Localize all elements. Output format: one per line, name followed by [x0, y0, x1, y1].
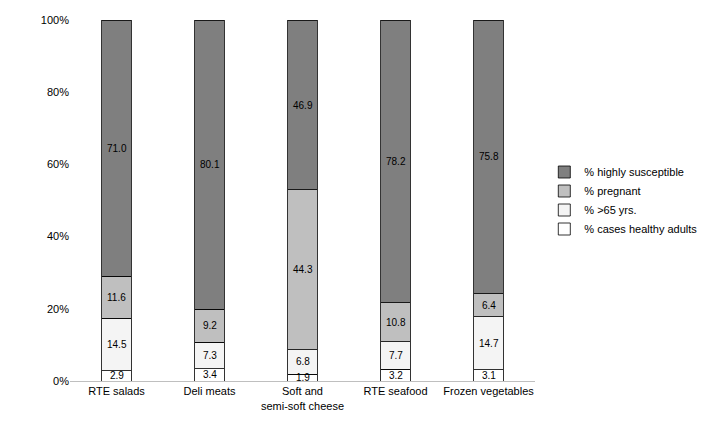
svg-text:80.1: 80.1: [200, 159, 220, 170]
svg-text:7.3: 7.3: [203, 350, 217, 361]
svg-text:3.2: 3.2: [389, 370, 403, 381]
svg-text:% highly susceptible: % highly susceptible: [584, 166, 684, 178]
svg-text:Frozen vegetables: Frozen vegetables: [443, 385, 534, 397]
svg-text:Deli meats: Deli meats: [184, 385, 236, 397]
svg-text:6.4: 6.4: [482, 300, 496, 311]
svg-text:3.1: 3.1: [482, 370, 496, 381]
svg-text:7.7: 7.7: [389, 350, 403, 361]
svg-text:78.2: 78.2: [386, 156, 406, 167]
svg-text:2.9: 2.9: [110, 370, 124, 381]
svg-text:44.3: 44.3: [293, 264, 313, 275]
svg-text:11.6: 11.6: [107, 292, 126, 303]
svg-text:80%: 80%: [47, 86, 69, 98]
svg-text:RTE salads: RTE salads: [88, 385, 145, 397]
svg-text:60%: 60%: [47, 158, 69, 170]
svg-text:14.5: 14.5: [107, 339, 127, 350]
svg-text:20%: 20%: [47, 303, 69, 315]
svg-text:100%: 100%: [41, 14, 69, 26]
svg-text:6.8: 6.8: [296, 356, 310, 367]
svg-text:3.4: 3.4: [203, 369, 217, 380]
svg-text:% cases healthy adults: % cases healthy adults: [584, 223, 697, 235]
svg-text:% pregnant: % pregnant: [584, 185, 640, 197]
svg-text:14.7: 14.7: [479, 338, 499, 349]
svg-text:% >65 yrs.: % >65 yrs.: [584, 204, 636, 216]
svg-text:9.2: 9.2: [203, 320, 217, 331]
svg-text:40%: 40%: [47, 230, 69, 242]
svg-text:71.0: 71.0: [107, 143, 127, 154]
svg-text:Soft andsemi-soft cheese: Soft andsemi-soft cheese: [261, 385, 344, 411]
svg-text:RTE seafood: RTE seafood: [363, 385, 427, 397]
svg-text:0%: 0%: [53, 375, 69, 387]
svg-text:1.9: 1.9: [296, 372, 310, 383]
svg-text:46.9: 46.9: [293, 100, 313, 111]
svg-text:75.8: 75.8: [479, 151, 499, 162]
svg-text:10.8: 10.8: [386, 317, 406, 328]
